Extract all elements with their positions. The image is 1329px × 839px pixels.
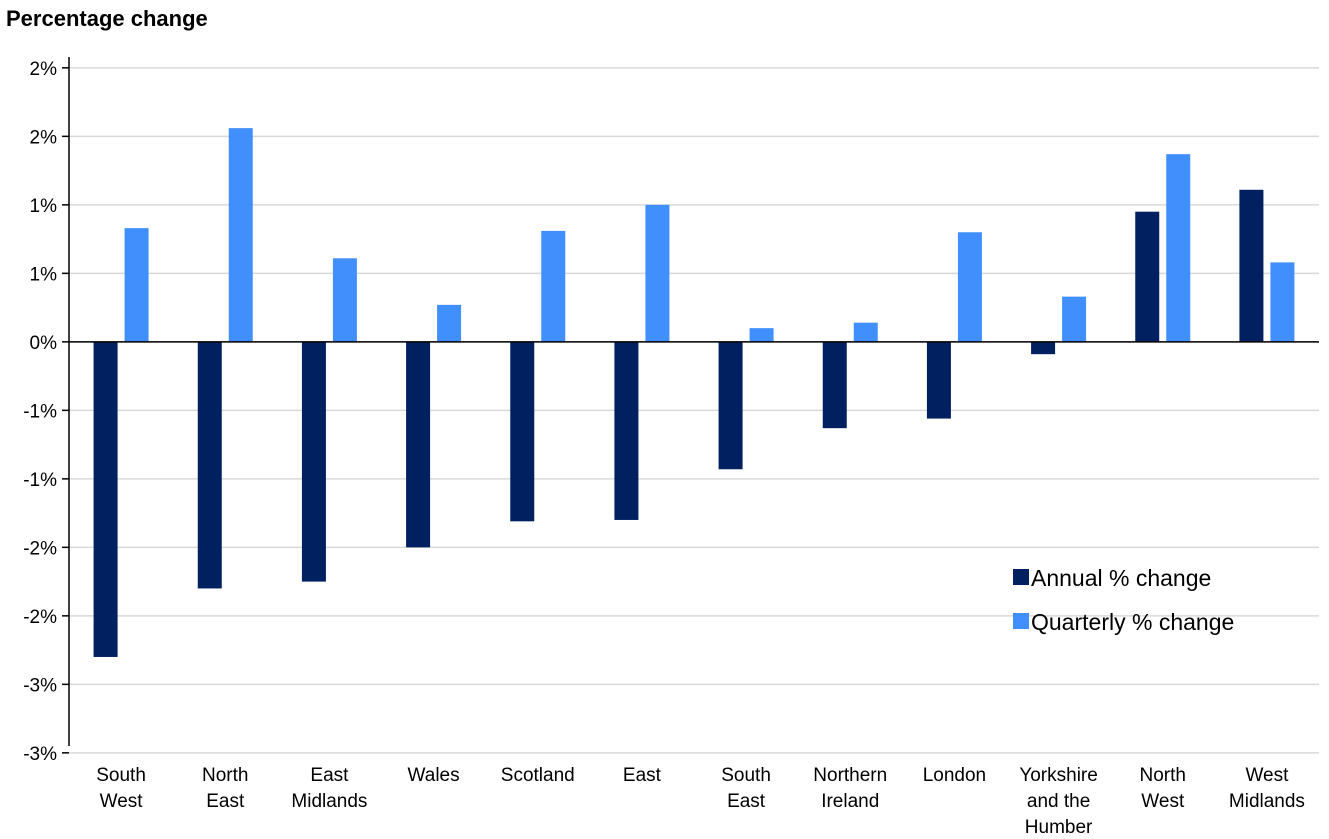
quarterly-bar <box>541 231 565 342</box>
y-tick-label: 0% <box>30 333 58 354</box>
legend-annual-swatch <box>1013 569 1029 585</box>
y-tick-label: -3% <box>23 675 57 696</box>
y-tick-labels: 2% 2% 1% 1% 0% -1% -1% -2% -2% -3% -3% <box>23 59 57 765</box>
annual-bar <box>823 342 847 428</box>
annual-bar <box>719 342 743 469</box>
y-tick-label: 2% <box>30 59 58 80</box>
y-tick-label: -2% <box>23 538 57 559</box>
y-tick-label: 1% <box>30 196 58 217</box>
annual-bar <box>94 342 118 657</box>
annual-bar <box>406 342 430 547</box>
legend: Annual % change Quarterly % change <box>1013 565 1234 635</box>
quarterly-bar <box>1062 297 1086 342</box>
annual-bar <box>927 342 951 419</box>
annual-bar <box>1135 212 1159 342</box>
category-label: Northern Ireland <box>813 765 887 812</box>
quarterly-bar <box>854 323 878 342</box>
category-label: Scotland <box>501 765 575 786</box>
quarterly-bar <box>645 205 669 342</box>
annual-bar <box>1239 190 1263 342</box>
legend-quarterly-label: Quarterly % change <box>1031 609 1234 635</box>
category-label: Wales <box>408 765 460 786</box>
legend-quarterly-swatch <box>1013 613 1029 629</box>
category-label: Yorkshire and the Humber <box>1019 765 1098 838</box>
annual-bar <box>510 342 534 521</box>
annual-bar <box>614 342 638 520</box>
legend-annual-label: Annual % change <box>1031 565 1211 591</box>
quarterly-bar <box>229 128 253 342</box>
quarterly-bar <box>1166 154 1190 342</box>
y-tick-label: 1% <box>30 264 58 285</box>
y-tick-label: -2% <box>23 607 57 628</box>
y-tick-label: -3% <box>23 744 57 765</box>
category-label: East Midlands <box>291 765 367 812</box>
category-label: North East <box>202 765 248 812</box>
category-label: London <box>923 765 986 786</box>
x-category-labels: South West North East East Midlands Wales Scotl… <box>96 765 1305 838</box>
annual-bar <box>198 342 222 589</box>
y-tick-label: -1% <box>23 401 57 422</box>
quarterly-bar <box>125 228 149 342</box>
annual-bar <box>302 342 326 582</box>
annual-bar <box>1031 342 1055 354</box>
category-label: West Midlands <box>1229 765 1305 812</box>
y-tick-label: -1% <box>23 470 57 491</box>
quarterly-bar <box>1270 262 1294 341</box>
category-label: South East <box>721 765 771 812</box>
category-label: North West <box>1140 765 1186 812</box>
quarterly-bar <box>750 328 774 342</box>
quarterly-bar <box>333 258 357 342</box>
category-label: South West <box>96 765 146 812</box>
y-tick-label: 2% <box>30 127 58 148</box>
quarterly-bar <box>958 232 982 342</box>
category-label: East <box>623 765 662 786</box>
quarterly-bar <box>437 305 461 342</box>
